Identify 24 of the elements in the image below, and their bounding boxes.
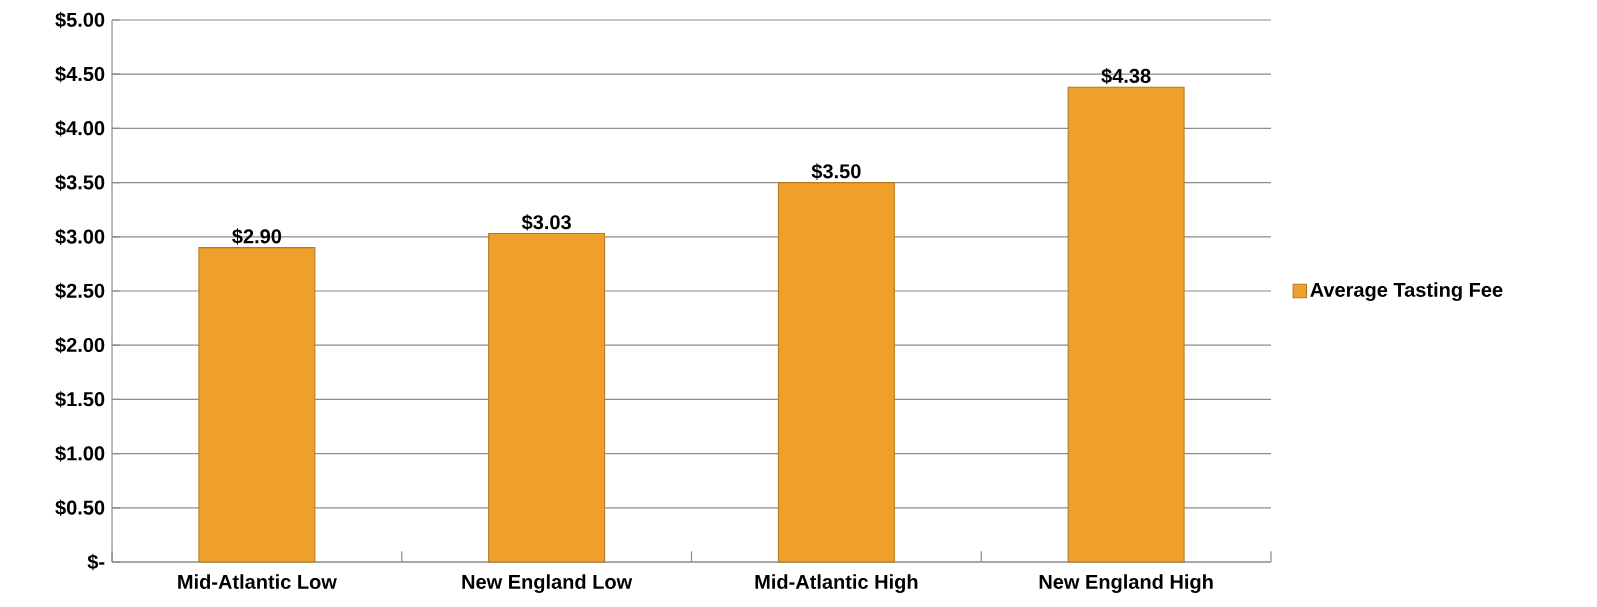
y-tick-label: $3.50 [55, 174, 105, 191]
data-label: $2.90 [232, 228, 282, 245]
x-tick-label: New England Low [462, 574, 633, 593]
y-tick-label: $4.00 [55, 120, 105, 137]
bar [488, 233, 606, 563]
y-tick-label: $5.00 [55, 11, 105, 29]
x-tick-label: New England High [1039, 574, 1213, 593]
bar [198, 247, 316, 563]
x-tick-label: Mid-Atlantic High [755, 574, 918, 593]
data-label: $4.38 [1101, 67, 1151, 85]
y-tick-label: $2.50 [55, 282, 105, 300]
y-tick-label: $- [87, 553, 105, 571]
x-tick-label: Mid-Atlantic Low [178, 574, 337, 589]
legend-label: Average Tasting Fee [1310, 282, 1503, 301]
bar [777, 182, 895, 563]
y-tick-label: $1.50 [55, 391, 105, 408]
bar [1067, 86, 1185, 563]
y-tick-label: $2.00 [55, 337, 105, 354]
y-tick-label: $1.00 [55, 445, 105, 462]
data-label: $3.03 [521, 214, 571, 231]
y-tick-label: $0.50 [55, 499, 105, 516]
y-tick-label: $3.00 [55, 228, 105, 245]
data-label: $3.50 [811, 163, 861, 180]
y-tick-label: $4.50 [55, 66, 105, 83]
